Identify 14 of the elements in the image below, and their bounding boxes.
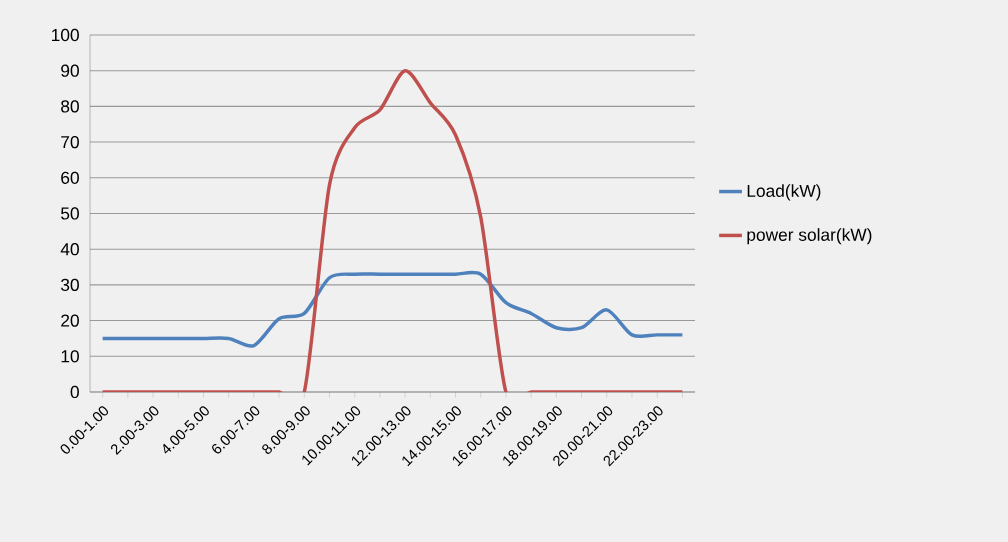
y-tick-label: 50 (61, 207, 79, 220)
y-tick-label: 0 (70, 385, 79, 399)
y-tick-label: 90 (61, 64, 79, 77)
y-tick-label: 100 (52, 28, 79, 42)
y-tick-label: 70 (61, 135, 79, 149)
y-tick-label: 80 (61, 100, 79, 113)
y-tick-label: 10 (61, 350, 79, 363)
legend-label: power solar(kW) (747, 228, 872, 245)
line-series (100, 68, 685, 392)
y-tick-label: 30 (61, 278, 79, 292)
legend-label: Load(kW) (747, 184, 821, 201)
y-tick-label: 20 (61, 314, 79, 327)
y-tick-label: 60 (61, 171, 79, 184)
y-tick-label: 40 (60, 243, 79, 256)
